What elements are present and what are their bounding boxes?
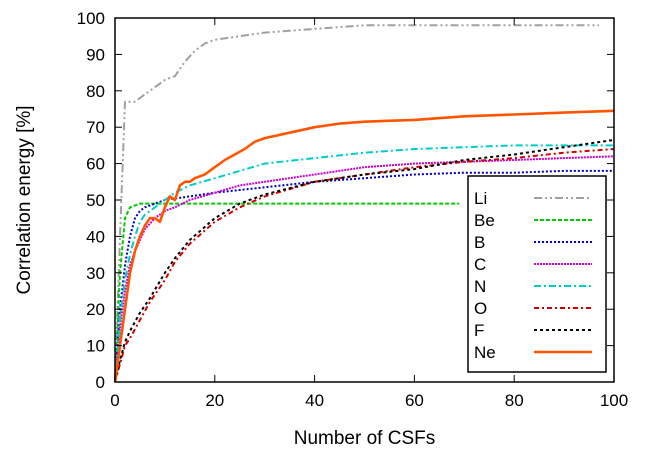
legend-label-b: B	[474, 233, 485, 252]
legend-label-f: F	[474, 321, 484, 340]
series-line-li	[114, 24, 599, 383]
y-tick-label: 30	[86, 264, 105, 283]
series-line-n	[114, 144, 614, 383]
y-tick-label: 80	[86, 82, 105, 101]
y-tick-label: 20	[86, 300, 105, 319]
legend-label-n: N	[474, 277, 486, 296]
legend-box	[467, 175, 607, 373]
legend-label-be: Be	[474, 211, 495, 230]
series-line-c	[114, 155, 615, 383]
y-tick-label: 10	[86, 337, 105, 356]
axis-ticks: 0 20 40 60 80 100 0 10 20 30 40 50 60 70 80 90 100	[77, 9, 629, 410]
plot-lines	[113, 24, 615, 383]
x-tick-label: 20	[205, 391, 224, 410]
y-tick-label: 70	[86, 118, 105, 137]
x-tick-label: 40	[305, 391, 324, 410]
x-tick-label: 80	[505, 391, 524, 410]
y-tick-label: 60	[86, 155, 105, 174]
x-axis-label: Number of CSFs	[294, 428, 435, 449]
y-axis-label: Correlation energy [%]	[14, 105, 35, 294]
series-line-ne	[113, 109, 615, 383]
y-tick-label: 90	[86, 45, 105, 64]
legend-label-o: O	[474, 299, 487, 318]
y-tick-label: 100	[77, 9, 105, 28]
y-tick-label: 0	[96, 373, 105, 392]
x-tick-label: 100	[600, 391, 628, 410]
y-tick-label: 40	[86, 227, 105, 246]
legend-label-ne: Ne	[474, 343, 496, 362]
legend-label-li: Li	[474, 189, 487, 208]
x-tick-label: 0	[110, 391, 119, 410]
legend-label-c: C	[474, 255, 486, 274]
x-tick-label: 60	[405, 391, 424, 410]
series-line-be	[114, 202, 460, 383]
series-line-o	[114, 148, 615, 383]
y-tick-label: 50	[86, 191, 105, 210]
